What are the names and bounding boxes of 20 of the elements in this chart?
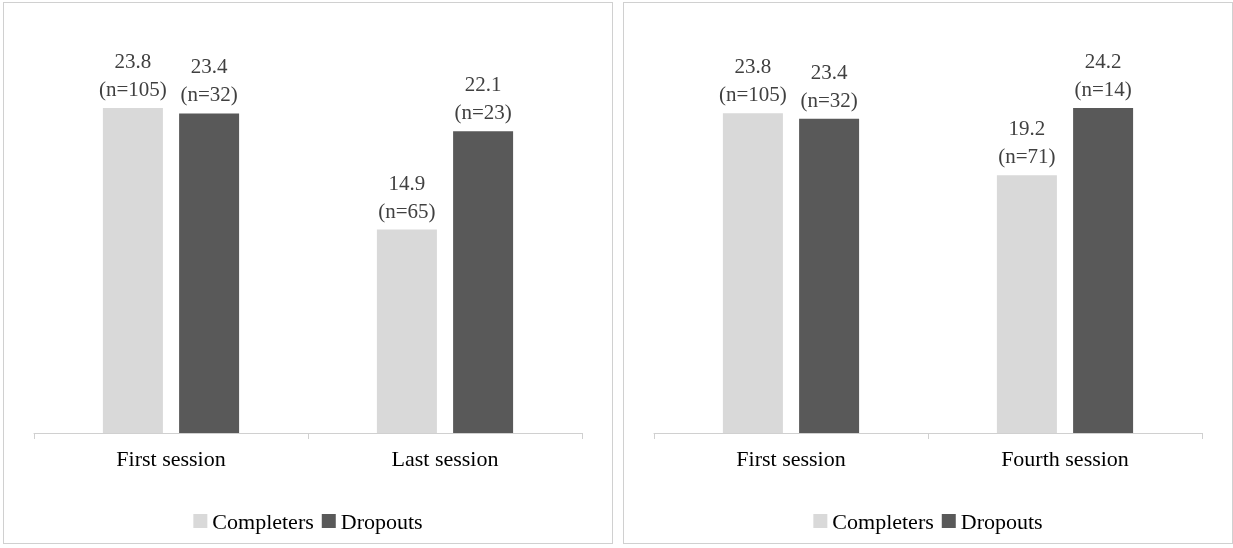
- bar: [179, 113, 240, 433]
- legend-label: Dropouts: [960, 508, 1043, 534]
- data-label: 22.1 (n=23): [454, 72, 512, 125]
- data-label: 19.2 (n=71): [998, 116, 1056, 169]
- x-tick-label: First session: [736, 445, 846, 471]
- x-tick-label: Fourth session: [1001, 445, 1129, 471]
- data-label: 14.9 (n=65): [378, 170, 436, 223]
- data-label: 23.8 (n=105): [98, 49, 167, 101]
- data-label: 23.8 (n=105): [718, 54, 787, 107]
- data-label: 24.2 (n=14): [1074, 49, 1132, 101]
- x-tick-label: First session: [116, 445, 226, 471]
- legend-label: Dropouts: [340, 508, 423, 534]
- legend-label: Completers: [212, 508, 314, 534]
- legend-label: Completers: [832, 508, 934, 534]
- bar: [1073, 108, 1134, 433]
- data-label: 23.4 (n=32): [180, 54, 238, 107]
- bar: [799, 118, 860, 433]
- x-tick-label: Last session: [391, 445, 499, 471]
- data-label: 23.4 (n=32): [800, 59, 858, 112]
- bar: [453, 131, 514, 433]
